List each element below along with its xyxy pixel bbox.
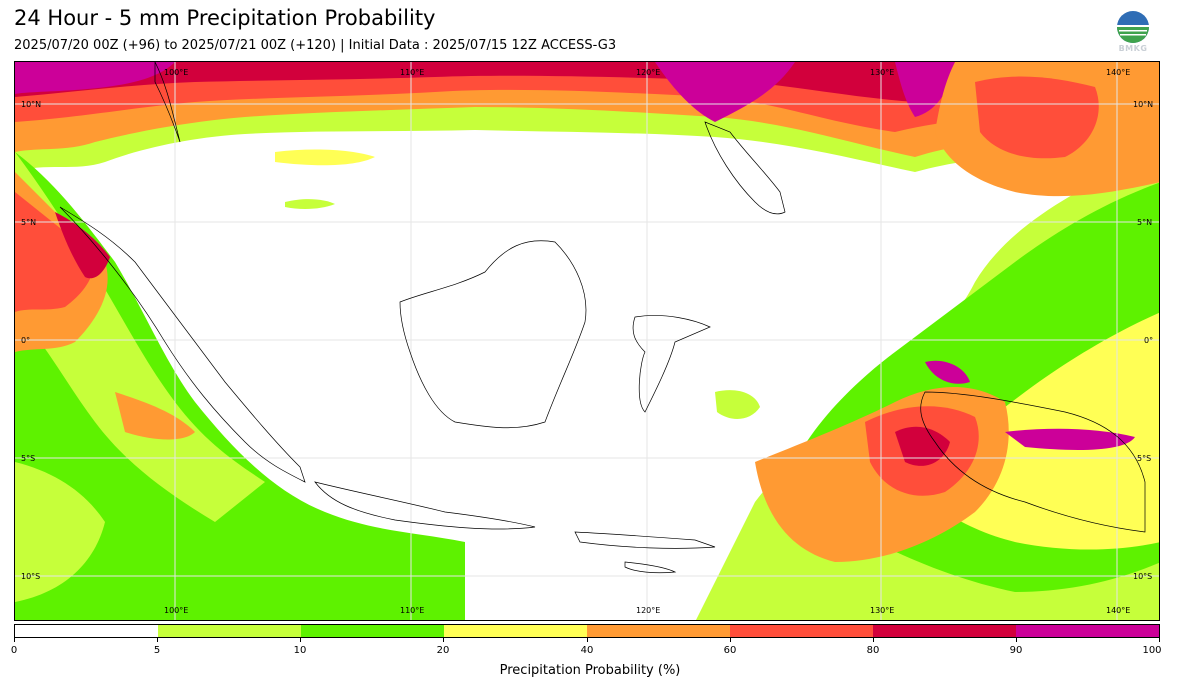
- lat-label-right: 5°S: [1137, 454, 1152, 463]
- chart-title: 24 Hour - 5 mm Precipitation Probability: [14, 6, 436, 30]
- colorbar-tick-label: 60: [723, 645, 737, 656]
- lat-label-left: 5°N: [21, 218, 37, 227]
- lat-label-right: 10°N: [1133, 100, 1154, 109]
- lon-label-bottom: 110°E: [400, 606, 425, 615]
- colorbar-tick-label: 80: [866, 645, 880, 656]
- lat-label-left: 10°N: [21, 100, 42, 109]
- colorbar-tick-label: 20: [436, 645, 450, 656]
- colorbar-tick-label: 40: [580, 645, 594, 656]
- colorbar-segment: [15, 625, 158, 637]
- colorbar-segment: [587, 625, 730, 637]
- lon-label-bottom: 120°E: [636, 606, 661, 615]
- colorbar-segment: [730, 625, 873, 637]
- map-canvas: [15, 62, 1159, 620]
- colorbar-tickmark: [443, 638, 444, 642]
- lon-label-top: 120°E: [636, 68, 661, 77]
- colorbar-tick-label: 0: [10, 645, 18, 656]
- lon-label-bottom: 130°E: [870, 606, 895, 615]
- colorbar-segment: [1016, 625, 1159, 637]
- lon-label-top: 110°E: [400, 68, 425, 77]
- colorbar-tick-label: 100: [1142, 645, 1162, 656]
- colorbar-tickmark: [157, 638, 158, 642]
- lat-label-left: 5°S: [21, 454, 36, 463]
- chart-subtitle: 2025/07/20 00Z (+96) to 2025/07/21 00Z (…: [14, 38, 617, 53]
- colorbar-tickmark: [1159, 638, 1160, 642]
- colorbar-segment: [873, 625, 1016, 637]
- colorbar-segment: [444, 625, 587, 637]
- lon-label-bottom: 100°E: [164, 606, 189, 615]
- colorbar-tickmark: [1016, 638, 1017, 642]
- colorbar-tick-label: 90: [1009, 645, 1023, 656]
- lat-label-right: 10°S: [1133, 572, 1153, 581]
- colorbar-segment: [158, 625, 301, 637]
- lon-label-top: 140°E: [1106, 68, 1131, 77]
- colorbar-label: Precipitation Probability (%): [499, 663, 681, 678]
- lon-label-top: 130°E: [870, 68, 895, 77]
- lat-label-right: 5°N: [1137, 218, 1153, 227]
- lat-label-right: 0°: [1144, 336, 1154, 345]
- colorbar-tickmark: [873, 638, 874, 642]
- colorbar-tickmark: [587, 638, 588, 642]
- colorbar: [14, 624, 1160, 638]
- colorbar-tickmark: [730, 638, 731, 642]
- colorbar-tick-label: 10: [293, 645, 307, 656]
- lon-label-bottom: 140°E: [1106, 606, 1131, 615]
- colorbar-tickmark: [300, 638, 301, 642]
- colorbar-tick-label: 5: [153, 645, 161, 656]
- lat-label-left: 0°: [21, 336, 31, 345]
- precipitation-map: 100°E 110°E 120°E 130°E 140°E 100°E 110°…: [14, 61, 1160, 621]
- lon-label-top: 100°E: [164, 68, 189, 77]
- bmkg-logo-icon: [1117, 11, 1149, 43]
- colorbar-tickmark: [14, 638, 15, 642]
- colorbar-segment: [301, 625, 444, 637]
- logo-text: BMKG: [1118, 44, 1148, 53]
- lat-label-left: 10°S: [21, 572, 41, 581]
